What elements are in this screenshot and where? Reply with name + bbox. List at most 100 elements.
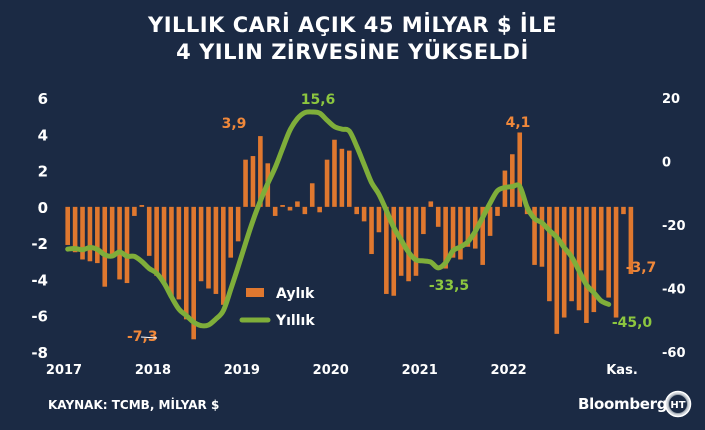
monthly-bar — [191, 206, 196, 340]
monthly-bar — [332, 139, 337, 207]
monthly-bar — [72, 206, 78, 253]
monthly-bar — [621, 206, 626, 215]
monthly-bar — [228, 206, 234, 258]
monthly-bar — [561, 206, 567, 318]
monthly-bar — [250, 156, 256, 207]
monthly-bar — [554, 206, 560, 334]
monthly-bar — [221, 206, 226, 305]
x-axis-tick-label: 2017 — [46, 363, 82, 378]
source-note: KAYNAK: TCMB, MİLYAR $ — [48, 398, 220, 412]
monthly-bar — [598, 206, 604, 271]
left-axis-tick-label: 4 — [38, 126, 48, 144]
monthly-bar — [139, 205, 145, 207]
monthly-bar — [235, 206, 241, 242]
right-axis-tick-label: -20 — [662, 219, 686, 234]
monthly-bar — [406, 206, 411, 282]
monthly-bar — [206, 206, 211, 289]
left-axis-tick-label: -2 — [31, 235, 48, 253]
monthly-bar — [176, 206, 182, 300]
monthly-data-label: -3,7 — [626, 260, 657, 276]
monthly-bar — [213, 206, 219, 294]
right-axis-tick-label: -60 — [662, 346, 686, 361]
monthly-bar — [458, 206, 463, 260]
monthly-bar — [510, 154, 515, 207]
monthly-bar — [272, 206, 278, 216]
left-axis-tick-label: -4 — [31, 271, 48, 289]
monthly-bar — [102, 206, 108, 287]
monthly-bar — [169, 206, 174, 298]
monthly-bar — [384, 206, 389, 294]
monthly-bar — [539, 206, 545, 267]
monthly-bar — [480, 206, 485, 265]
legend-swatch-monthly — [246, 288, 264, 297]
monthly-bar — [95, 206, 100, 264]
ht-logo-icon: HT — [664, 390, 692, 418]
monthly-bar — [280, 205, 285, 207]
monthly-bar — [391, 206, 397, 296]
monthly-bar — [117, 206, 122, 280]
monthly-bar — [258, 136, 263, 207]
annual-line — [65, 109, 612, 329]
monthly-bar — [628, 206, 634, 274]
x-axis-tick-label: 2018 — [135, 363, 171, 378]
monthly-bar — [295, 201, 300, 207]
monthly-bar — [346, 150, 352, 207]
monthly-data-label: 3,9 — [222, 116, 247, 132]
monthly-bar — [606, 206, 611, 298]
monthly-bar — [183, 206, 189, 320]
monthly-bar — [146, 206, 152, 256]
monthly-bar — [517, 132, 523, 207]
annual-data-label: -33,5 — [429, 278, 469, 294]
x-axis-tick-label: Kas. — [606, 363, 638, 378]
data-label-leader — [140, 336, 158, 339]
left-axis-tick-label: 6 — [38, 90, 48, 108]
monthly-bar — [132, 206, 137, 216]
monthly-bar — [450, 206, 456, 258]
monthly-bar — [532, 206, 537, 265]
annual-data-label: -45,0 — [612, 315, 653, 331]
svg-text:HT: HT — [670, 400, 685, 411]
monthly-bar — [576, 206, 582, 311]
monthly-bar — [547, 206, 552, 302]
brand-name: Bloomberg — [578, 395, 668, 413]
monthly-bar — [584, 206, 589, 323]
left-axis-tick-label: -8 — [31, 344, 48, 362]
legend-label-annual: Yıllık — [275, 313, 315, 329]
x-axis-tick-label: 2021 — [402, 363, 438, 378]
monthly-bar — [198, 206, 204, 282]
monthly-bar — [80, 206, 85, 260]
monthly-bar — [613, 206, 619, 318]
monthly-bar — [109, 206, 115, 258]
chart-title-line-2: 4 YILIN ZİRVESİNE YÜKSELDİ — [176, 40, 529, 64]
monthly-bar — [465, 206, 471, 247]
monthly-bar — [369, 206, 374, 255]
monthly-bar — [302, 206, 308, 215]
monthly-bar — [428, 201, 434, 207]
right-axis-tick-label: 0 — [662, 156, 671, 171]
monthly-bar — [495, 206, 500, 216]
right-axis-tick-label: 20 — [662, 92, 680, 107]
monthly-bar — [339, 148, 345, 207]
monthly-bar — [421, 206, 426, 235]
monthly-bar — [309, 183, 315, 207]
annual-data-label: 15,6 — [301, 92, 336, 108]
left-axis-tick-label: -6 — [31, 308, 48, 326]
monthly-bar — [161, 206, 167, 284]
monthly-bar — [487, 206, 493, 236]
chart-title-line-1: YILLIK CARİ AÇIK 45 MİLYAR $ İLE — [148, 13, 557, 37]
monthly-bar — [435, 206, 441, 227]
monthly-bar — [154, 206, 159, 276]
monthly-bar — [65, 206, 71, 245]
monthly-bar — [243, 159, 248, 207]
monthly-data-label: 4,1 — [506, 115, 531, 131]
x-axis-tick-label: 2019 — [224, 363, 260, 378]
monthly-bar — [287, 206, 293, 211]
right-axis-tick-label: -40 — [662, 283, 686, 298]
monthly-bar — [376, 206, 382, 233]
monthly-bar — [317, 206, 322, 213]
monthly-bar — [87, 206, 93, 262]
monthly-bar — [124, 206, 130, 284]
monthly-bar — [591, 206, 597, 313]
